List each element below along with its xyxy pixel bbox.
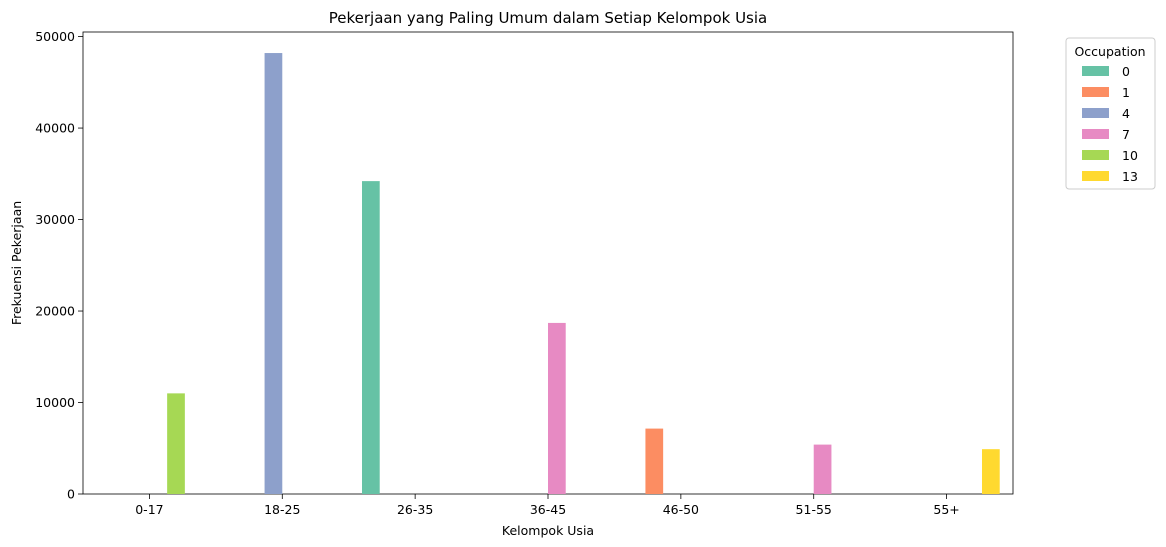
legend-swatch xyxy=(1082,87,1109,97)
legend-swatch xyxy=(1082,150,1109,160)
bar-26-35-occupation-0 xyxy=(362,181,380,494)
y-tick-label: 50000 xyxy=(35,29,75,44)
legend-entry: 0 xyxy=(1122,64,1130,79)
y-tick-label: 30000 xyxy=(35,212,75,227)
bar-46-50-occupation-1 xyxy=(645,428,664,494)
bar-0-17-occupation-10 xyxy=(167,393,185,494)
legend: Occupation 0 1 4 7 10 13 xyxy=(1065,37,1156,190)
bar-51-55-occupation-7 xyxy=(813,444,832,494)
legend-entry: 1 xyxy=(1122,85,1130,100)
bar-55+-occupation-13 xyxy=(982,449,1000,494)
x-tick-label: 26-35 xyxy=(397,502,433,517)
x-tick-label: 46-50 xyxy=(663,502,699,517)
x-tick-label: 55+ xyxy=(933,502,959,517)
x-tick-label: 51-55 xyxy=(796,502,832,517)
y-tick-label: 10000 xyxy=(35,395,75,410)
y-tick-label: 20000 xyxy=(35,304,75,319)
legend-swatch xyxy=(1082,171,1109,181)
chart-title: Pekerjaan yang Paling Umum dalam Setiap … xyxy=(329,9,767,27)
bar-18-25-occupation-4 xyxy=(264,53,283,494)
legend-box xyxy=(1065,37,1156,190)
y-tick-label: 40000 xyxy=(35,121,75,136)
legend-swatch xyxy=(1082,66,1109,76)
x-tick-label: 36-45 xyxy=(530,502,566,517)
legend-swatch xyxy=(1082,129,1109,139)
x-tick-label: 0-17 xyxy=(135,502,163,517)
y-tick-label: 0 xyxy=(67,487,75,502)
legend-swatch xyxy=(1082,108,1109,118)
bars xyxy=(167,53,1000,494)
y-axis-label: Frekuensi Pekerjaan xyxy=(9,201,24,325)
x-axis-label: Kelompok Usia xyxy=(502,523,594,538)
legend-entry: 10 xyxy=(1122,148,1138,163)
y-axis: 0 10000 20000 30000 40000 50000 xyxy=(35,29,83,502)
legend-entry: 13 xyxy=(1122,169,1138,184)
bar-36-45-occupation-7 xyxy=(548,322,566,494)
x-axis: 0-17 18-25 26-35 36-45 46-50 51-55 55+ xyxy=(135,494,960,517)
legend-entry: 4 xyxy=(1122,106,1130,121)
x-tick-label: 18-25 xyxy=(264,502,300,517)
legend-title: Occupation xyxy=(1074,44,1145,59)
legend-entry: 7 xyxy=(1122,127,1130,142)
